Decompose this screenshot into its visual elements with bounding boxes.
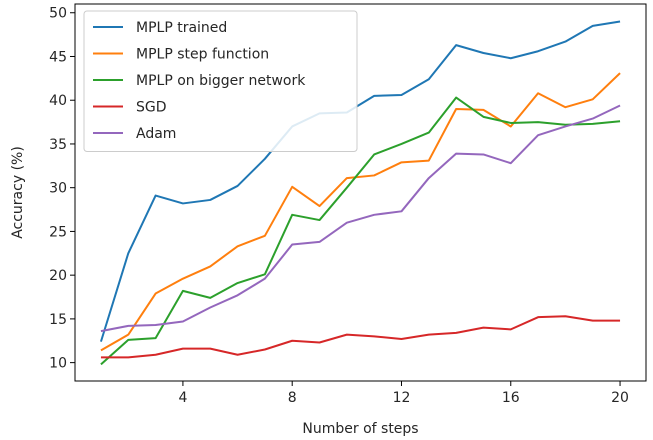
legend-label-5: Adam — [136, 126, 176, 142]
y-axis-label: Accuracy (%) — [10, 146, 26, 239]
axes-layer: 4 8 12 16 20 10 15 20 25 30 35 40 45 50 — [49, 3, 647, 406]
y-tick-label: 20 — [49, 268, 67, 284]
x-axis-label: Number of steps — [302, 421, 418, 437]
series-line-3 — [100, 96, 621, 366]
y-tick-label: 10 — [49, 356, 67, 372]
y-tick-label: 40 — [49, 93, 67, 109]
legend-label-1: MPLP trained — [136, 20, 227, 36]
series-line-2 — [100, 72, 621, 352]
legend-label-4: SGD — [136, 100, 167, 116]
series-layer — [99, 20, 621, 366]
x-tick-label: 16 — [502, 390, 520, 406]
series-line-4 — [100, 315, 621, 359]
x-tick-label: 4 — [178, 390, 187, 406]
y-tick-label: 15 — [49, 312, 67, 328]
series-line-1 — [99, 20, 621, 342]
series-line-5 — [100, 104, 621, 333]
legend-label-2: MPLP step function — [136, 47, 269, 63]
y-tick-label: 35 — [49, 137, 67, 153]
x-tick-label: 8 — [288, 390, 297, 406]
y-tick-label: 25 — [49, 224, 67, 240]
axes-frame — [74, 3, 647, 382]
x-tick-label: 12 — [393, 390, 411, 406]
y-tick-label: 30 — [49, 181, 67, 197]
legend-label-3: MPLP on bigger network — [136, 73, 306, 89]
legend-box — [83, 10, 358, 152]
y-tick-label: 50 — [49, 6, 67, 22]
legend: MPLP trained MPLP step function MPLP on bi… — [83, 10, 358, 152]
y-tick-label: 45 — [49, 49, 67, 65]
x-tick-label: 20 — [611, 390, 629, 406]
